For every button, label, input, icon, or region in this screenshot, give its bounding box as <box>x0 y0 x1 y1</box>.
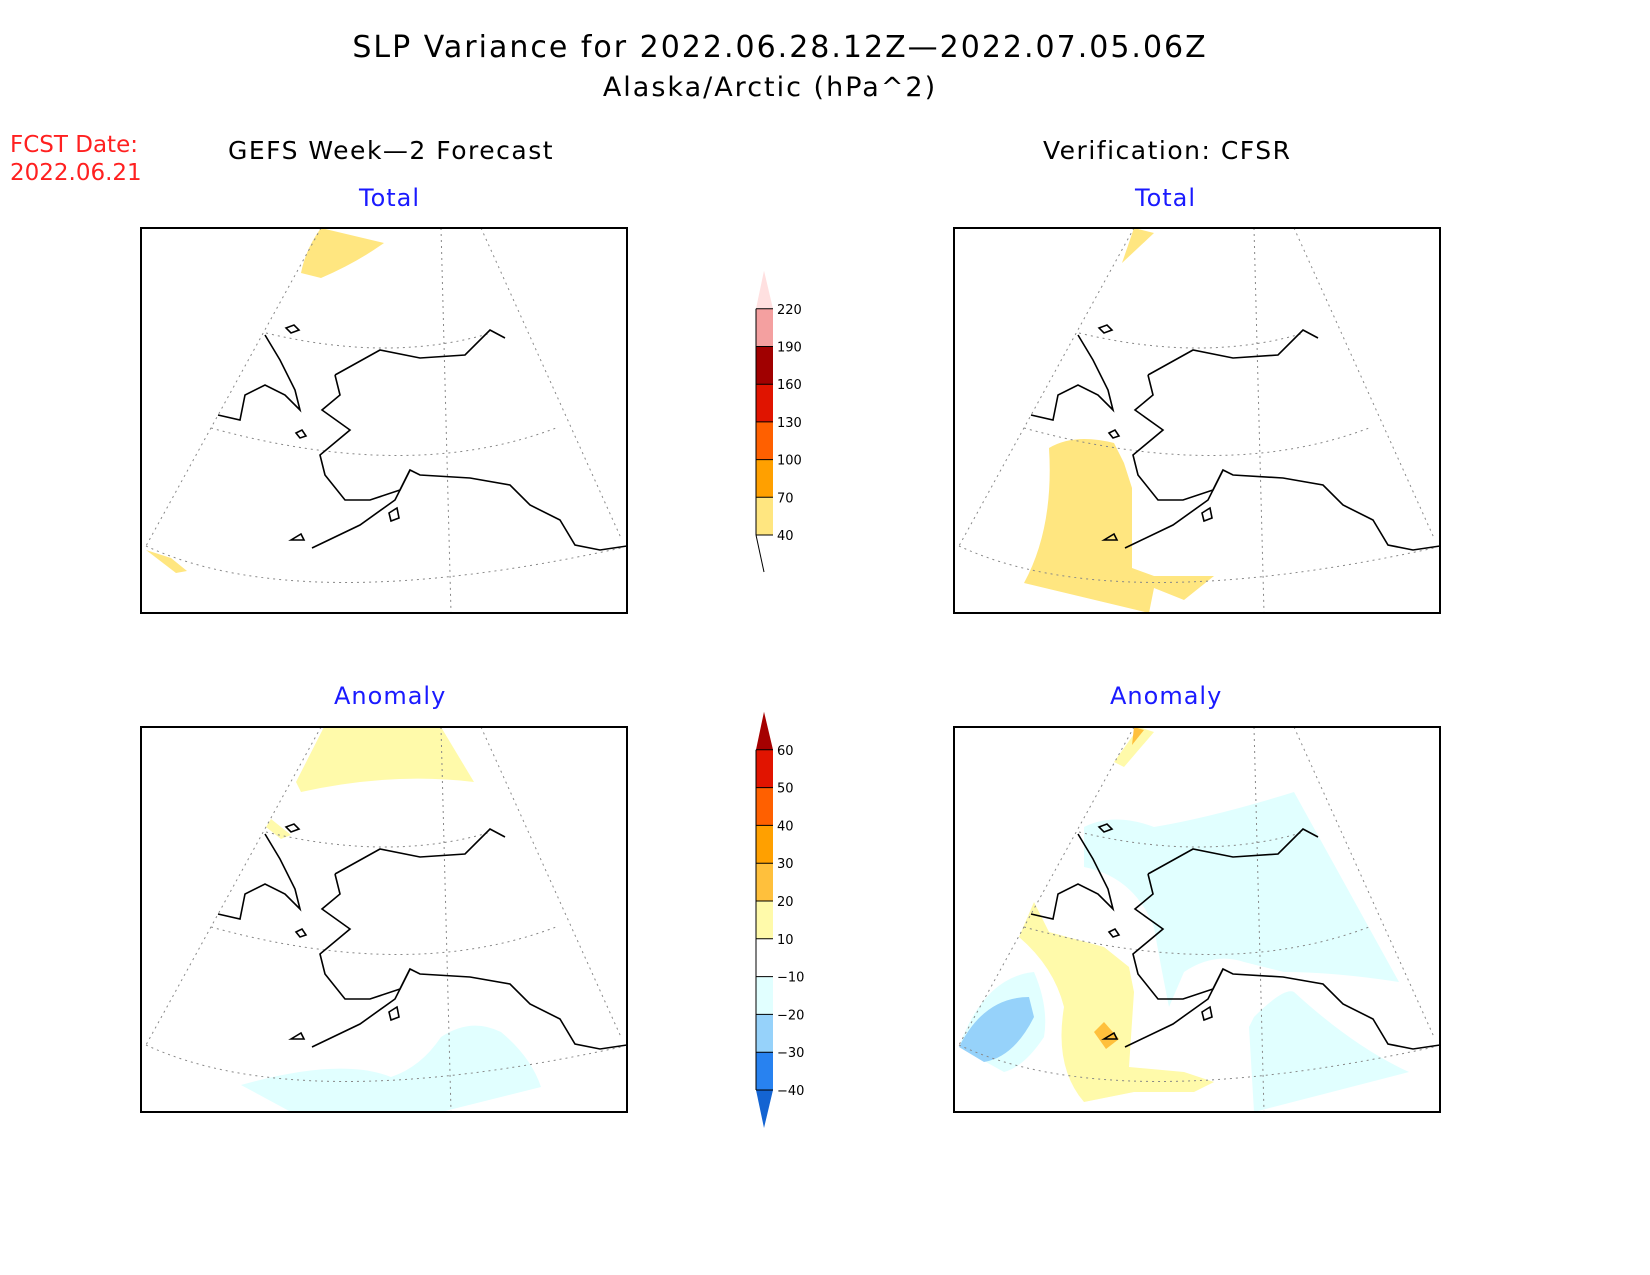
colorbar-lower-extension <box>755 534 765 573</box>
colorbar-tick-label: 130 <box>777 416 802 431</box>
forecast-column-header: GEFS Week—2 Forecast <box>228 136 555 165</box>
colorbar-box <box>756 825 773 864</box>
colorbar-tick-label: 60 <box>777 744 794 759</box>
colorbar-box <box>756 938 773 977</box>
colorbar-box <box>756 497 773 535</box>
colorbar-tick-label: 40 <box>777 529 794 544</box>
colorbar-tick-label: −40 <box>777 1084 804 1099</box>
variance-40-70-region <box>1024 439 1214 613</box>
colorbar-tick-label: −20 <box>777 1008 804 1023</box>
anomaly-20-30-region <box>1132 727 1144 745</box>
chart-title: SLP Variance for 2022.06.28.12Z—2022.07.… <box>352 30 1208 65</box>
anomaly-neg10-neg20-region <box>1249 991 1409 1112</box>
anomaly-10-20-region <box>296 727 474 792</box>
forecast-total-title: Total <box>359 184 421 212</box>
chart-subtitle: Alaska/Arctic (hPa^2) <box>602 72 938 103</box>
colorbar-tick-label: −10 <box>777 971 804 986</box>
fcst-date-value: 2022.06.21 <box>10 160 142 186</box>
forecast-anomaly-map <box>140 726 628 1113</box>
verification-column-header: Verification: CFSR <box>1043 136 1292 165</box>
verification-total-map <box>953 227 1441 614</box>
colorbar-box <box>756 901 773 939</box>
colorbar-tick-label: 190 <box>777 341 802 356</box>
verification-anomaly-map <box>953 726 1441 1113</box>
colorbar-tick-label: 40 <box>777 819 794 834</box>
anomaly-10-20-region <box>1114 727 1154 767</box>
anomaly-20-30-region <box>1094 1022 1119 1049</box>
variance-40-70-region <box>301 228 384 278</box>
colorbar-box <box>756 976 773 1015</box>
verification-anomaly-title: Anomaly <box>1110 682 1223 710</box>
verification-total-title: Total <box>1135 184 1197 212</box>
anomaly-neg10-neg20-region <box>241 1025 541 1112</box>
anomaly-10-20-region <box>1019 902 1214 1102</box>
colorbar-tick-label: 30 <box>777 857 794 872</box>
anomaly-neg20-neg30-region <box>959 997 1034 1062</box>
colorbar-box <box>756 346 773 385</box>
colorbar-lower-triangle <box>756 1090 773 1128</box>
variance-40-70-region <box>146 550 187 573</box>
anomaly-colorbar: −40 −30 −20 −10 10 20 30 40 50 60 <box>755 711 804 1128</box>
colorbar-tick-label: 50 <box>777 782 794 797</box>
forecast-total-map <box>140 227 628 614</box>
colorbar-tick-label: −30 <box>777 1046 804 1061</box>
colorbar-upper-triangle <box>756 270 773 309</box>
colorbar-box <box>756 384 773 422</box>
colorbar-box <box>756 1014 773 1053</box>
colorbar-tick-label: 220 <box>777 303 802 318</box>
colorbar-tick-label: 100 <box>777 454 802 469</box>
colorbar-box <box>756 787 773 826</box>
colorbar-box <box>756 1052 773 1090</box>
total-colorbar: 40 70 100 130 160 190 220 <box>755 270 802 573</box>
fcst-date-label: FCST Date: <box>10 132 138 158</box>
colorbar-box <box>756 421 773 460</box>
colorbar-tick-label: 10 <box>777 933 794 948</box>
colorbar-box <box>756 749 773 788</box>
colorbar-box <box>756 863 773 901</box>
colorbar-upper-triangle <box>756 711 773 750</box>
anomaly-10-20-region <box>266 819 291 839</box>
variance-40-70-region <box>1122 228 1154 263</box>
colorbar-box <box>756 308 773 347</box>
forecast-anomaly-title: Anomaly <box>334 682 447 710</box>
colorbar-tick-label: 70 <box>777 491 794 506</box>
colorbar-tick-label: 160 <box>777 378 802 393</box>
colorbar-box <box>756 459 773 498</box>
colorbar-tick-label: 20 <box>777 895 794 910</box>
